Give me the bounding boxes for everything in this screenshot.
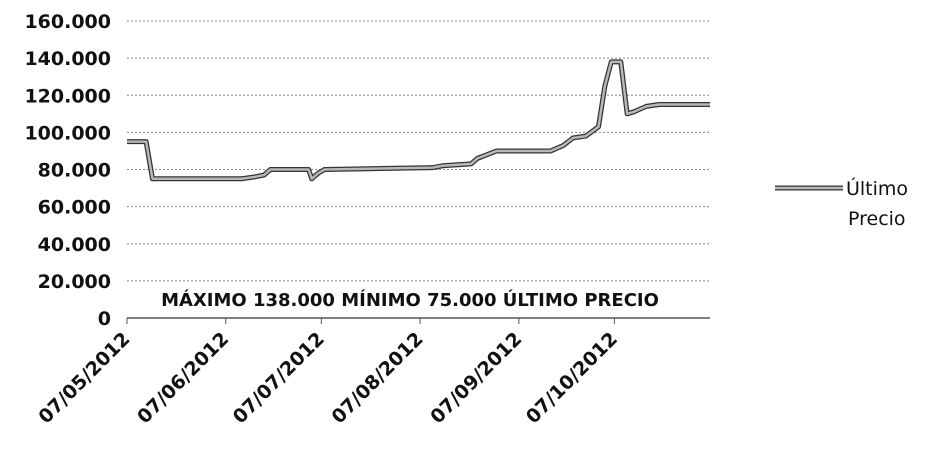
y-tick-label: 80.000	[38, 160, 111, 182]
x-tick-label: 07/06/2012	[133, 328, 233, 428]
x-tick-label: 07/07/2012	[229, 328, 329, 428]
annotation: MÁXIMO 138.000 MÍNIMO 75.000 ÚLTIMO PREC…	[161, 289, 659, 311]
y-tick-label: 160.000	[24, 11, 111, 33]
y-tick-label: 120.000	[24, 85, 111, 107]
y-tick-label: 100.000	[24, 122, 111, 144]
y-tick-label: 0	[98, 308, 111, 330]
line	[127, 60, 710, 181]
y-tick-label: 40.000	[38, 234, 111, 256]
y-tick-label: 60.000	[38, 197, 111, 219]
y-tick-label: 140.000	[24, 48, 111, 70]
x-tick-label: 07/08/2012	[327, 328, 427, 428]
y-tick-label: 20.000	[38, 271, 111, 293]
x-tick-label: 07/05/2012	[34, 328, 134, 428]
x-tick-label: 07/10/2012	[522, 328, 622, 428]
x-tick-label: 07/09/2012	[426, 328, 526, 428]
legend-label: Último Precio	[846, 176, 908, 230]
